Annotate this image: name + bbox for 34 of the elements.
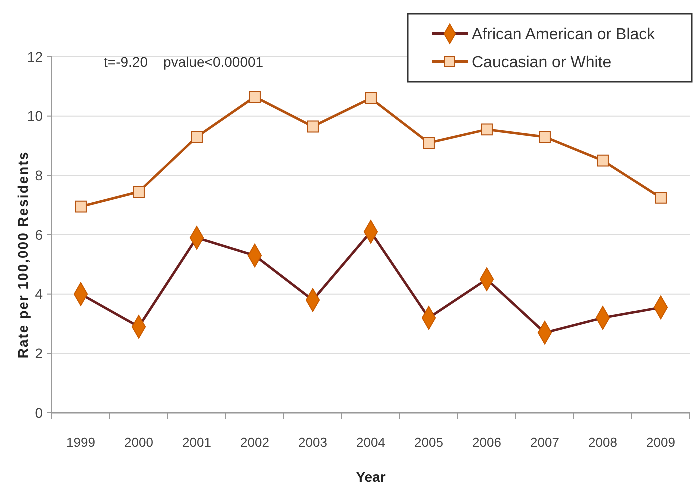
legend-label: African American or Black <box>472 26 656 44</box>
legend-label: Caucasian or White <box>472 54 612 72</box>
point <box>75 200 87 213</box>
y-tick-label: 12 <box>27 48 44 65</box>
point <box>481 124 493 136</box>
x-tick-label: 1999 <box>66 435 96 450</box>
point <box>191 131 203 144</box>
y-tick-label: 6 <box>35 226 44 243</box>
point <box>307 120 319 133</box>
y-tick-label: 4 <box>35 286 44 302</box>
point <box>249 91 261 104</box>
point <box>655 192 667 204</box>
annotation: t=-9.20 pvalue<0.00001 <box>104 54 264 70</box>
point <box>365 92 377 105</box>
point <box>133 186 145 198</box>
point <box>539 131 551 144</box>
x-tick-label: 2003 <box>298 435 328 450</box>
y-tick-label: 10 <box>27 108 44 124</box>
y-tick-label: 2 <box>35 346 44 362</box>
y-axis-title: Rate per 100,000 Residents <box>15 151 31 359</box>
y-tick-label: 8 <box>35 168 44 184</box>
x-tick-label: 2009 <box>646 435 676 450</box>
x-tick-label: 2000 <box>124 435 154 450</box>
x-tick-label: 2008 <box>588 435 618 450</box>
x-axis-title: Year <box>356 469 386 485</box>
x-tick-label: 2005 <box>414 435 444 450</box>
x-tick-label: 2007 <box>530 435 560 450</box>
point <box>423 137 435 150</box>
x-tick-label: 2001 <box>182 435 212 450</box>
x-tick-label: 2006 <box>472 435 502 450</box>
y-tick-label: 0 <box>35 404 44 421</box>
x-tick-label: 2004 <box>356 435 386 450</box>
point <box>597 154 609 167</box>
x-tick-label: 2002 <box>240 435 270 450</box>
